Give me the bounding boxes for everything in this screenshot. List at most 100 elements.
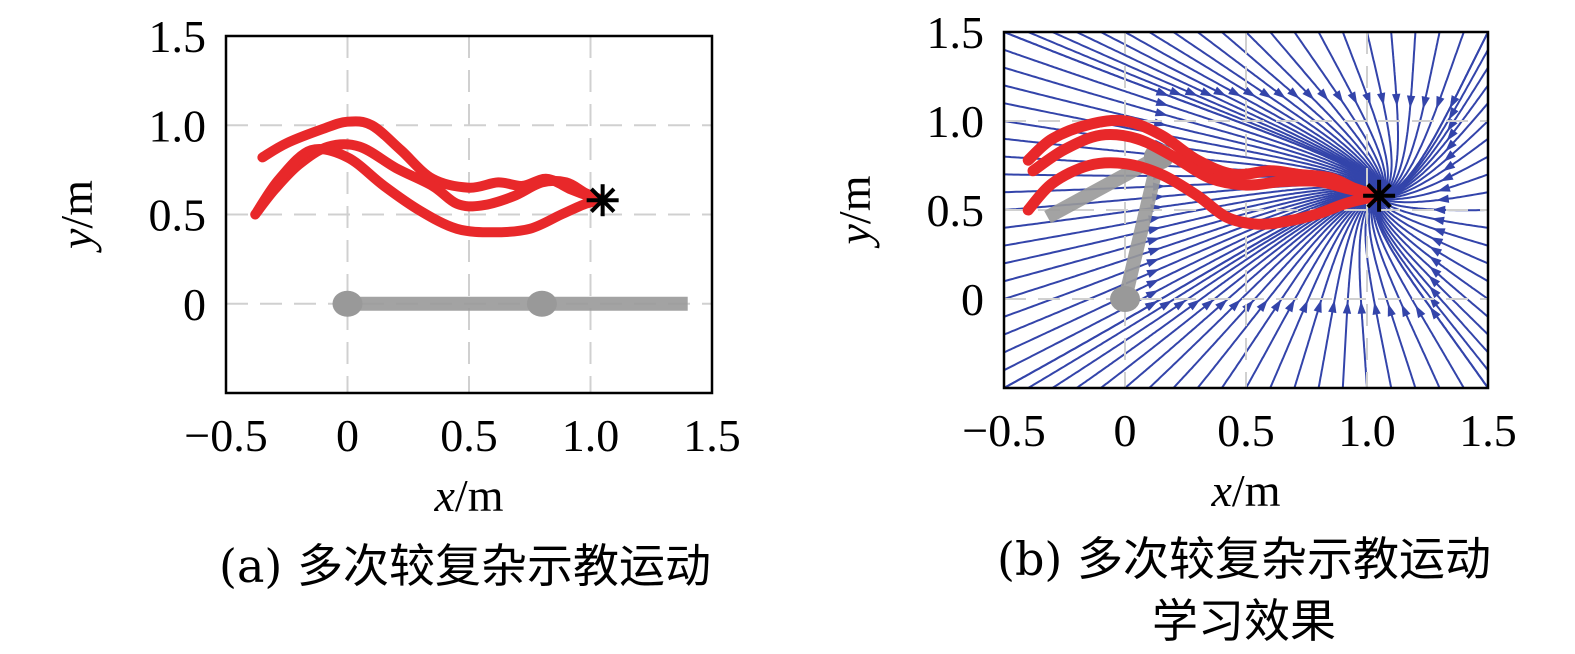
x-axis-unit: /m — [1232, 465, 1281, 516]
caption: (a) 多次较复杂示教运动 — [219, 539, 711, 593]
streamline-arrow — [1437, 183, 1451, 192]
streamline — [1004, 191, 1374, 336]
streamline — [1293, 32, 1385, 193]
streamline — [1372, 199, 1465, 388]
streamline-arrow — [1440, 172, 1454, 182]
streamline-arrow — [1332, 90, 1344, 103]
x-tick-label: 0 — [336, 410, 359, 461]
streamline-arrow — [1299, 300, 1308, 314]
streamline-arrow — [1387, 303, 1396, 317]
streamline — [1293, 196, 1374, 388]
streamline-arrow — [1213, 86, 1227, 97]
streamline — [1385, 32, 1488, 197]
streamline-arrow — [1144, 300, 1158, 311]
streamline-arrow — [1431, 216, 1445, 226]
streamline — [1377, 200, 1488, 265]
x-axis-var: x — [1211, 465, 1233, 516]
streamline-arrow — [1146, 237, 1161, 246]
x-tick-label: 1.5 — [683, 410, 741, 461]
streamline-arrow — [1448, 107, 1459, 121]
y-axis-var: y — [51, 228, 102, 253]
streamline-arrow — [1228, 86, 1242, 97]
y-tick-label: 1.0 — [149, 100, 207, 151]
streamline — [1317, 195, 1375, 388]
streamline-arrow — [1187, 299, 1201, 311]
axes-frame — [224, 34, 714, 395]
streamline — [1385, 84, 1488, 197]
streamline-arrow — [1259, 87, 1273, 99]
trajectory-line — [1027, 129, 1385, 202]
streamline — [1052, 32, 1381, 192]
arm-joint — [526, 290, 557, 317]
streamline-arrow — [1421, 95, 1430, 110]
streamline — [1341, 32, 1389, 194]
panel-b: −0.5 0 0.5 1.0 1.500.51.01.5x/my/m(b) 多次较复杂示… — [829, 7, 1517, 648]
streamline — [1148, 193, 1374, 388]
streamline-arrow — [1429, 266, 1442, 278]
streamline — [1374, 199, 1488, 336]
x-tick-label: 0.5 — [440, 410, 498, 461]
y-tick-label: 0 — [961, 274, 984, 325]
robot-arm — [332, 290, 688, 317]
streamline — [1100, 32, 1382, 192]
streamline — [1196, 194, 1373, 388]
streamline-arrow — [1328, 299, 1337, 314]
streamline — [1004, 189, 1375, 265]
streamline-arrow — [1146, 258, 1160, 268]
streamline-arrow — [1155, 97, 1169, 106]
streamline-arrow — [1429, 246, 1443, 257]
streamline-arrow — [1357, 301, 1366, 314]
streamline — [1221, 32, 1383, 191]
streamline-arrow — [1392, 93, 1401, 107]
y-tick-label: 0 — [183, 279, 206, 330]
streamline — [1373, 198, 1488, 388]
streamline — [1364, 197, 1393, 388]
target-marker-stroke — [1366, 183, 1392, 209]
y-tick-label: 0.5 — [927, 185, 985, 236]
streamline-arrow — [1285, 299, 1295, 313]
trajectories — [1022, 114, 1385, 230]
streamline — [1076, 32, 1381, 192]
streamline — [1004, 84, 1380, 193]
x-axis-label: x/m — [1211, 465, 1281, 516]
streamline-arrow — [1436, 95, 1445, 110]
plot-content — [226, 36, 712, 393]
streamline — [1124, 32, 1382, 191]
arm-link — [1118, 154, 1166, 301]
streamline-arrow — [1228, 299, 1241, 312]
arm-joint — [332, 290, 363, 317]
streamline-arrow — [1442, 160, 1456, 172]
axes-frame — [1002, 30, 1490, 390]
x-axis-label: x/m — [434, 470, 504, 521]
streamline-arrow — [1159, 300, 1173, 311]
y-axis-unit: /m — [51, 180, 102, 229]
streamline — [1004, 66, 1380, 193]
streamline — [1384, 32, 1465, 196]
streamline — [1385, 138, 1488, 199]
x-tick-label: 0 — [1114, 405, 1137, 456]
trajectories — [250, 116, 608, 238]
streamline-arrow — [1347, 91, 1358, 105]
streamline — [1004, 189, 1375, 283]
streamline — [1383, 32, 1399, 195]
streamline — [1385, 49, 1488, 197]
streamline-arrow — [1377, 92, 1386, 106]
streamline-arrow — [1173, 299, 1187, 311]
streamline — [1366, 32, 1393, 195]
streamline-arrow — [1362, 92, 1371, 106]
target-marker — [586, 184, 619, 217]
streamline-arrow — [1428, 275, 1441, 288]
streamline — [1374, 198, 1488, 354]
plot-content — [1004, 32, 1488, 388]
x-tick-label: 1.0 — [562, 410, 620, 461]
streamline — [1376, 200, 1488, 283]
y-tick-label: 0.5 — [149, 190, 207, 241]
streamline — [1385, 155, 1488, 199]
streamline-arrow — [1446, 128, 1458, 141]
streamline-arrow — [1146, 269, 1160, 278]
caption-line-2: 学习效果 — [1152, 594, 1336, 648]
streamline-arrow — [1201, 299, 1215, 311]
y-tick-label: 1.0 — [927, 96, 985, 147]
x-tick-label: −0.5 — [962, 405, 1045, 456]
trajectory-line — [252, 144, 608, 238]
